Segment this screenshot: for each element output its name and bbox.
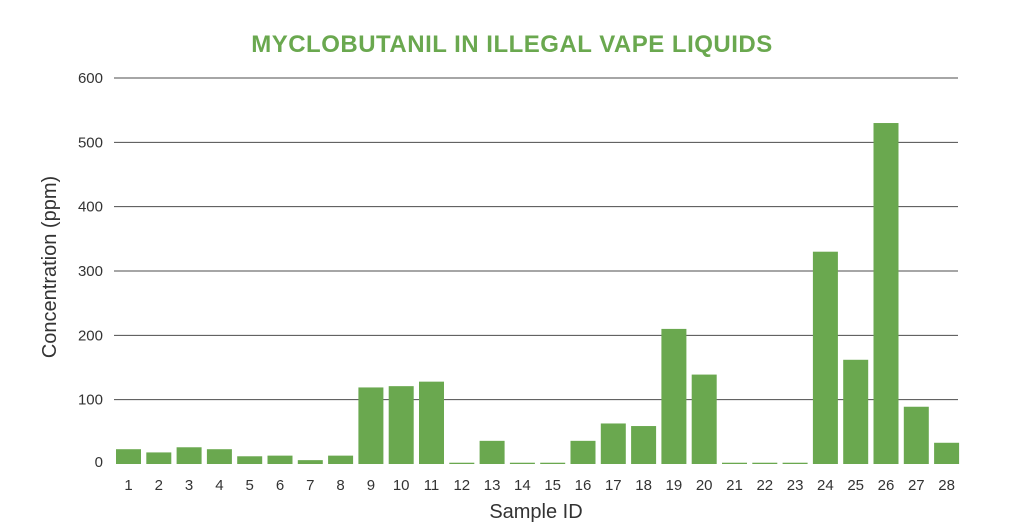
x-axis-label: Sample ID xyxy=(489,501,582,523)
bar-sample-12 xyxy=(449,462,475,464)
gridlines xyxy=(114,77,958,401)
x-tick-label: 15 xyxy=(544,477,561,494)
bar-sample-15 xyxy=(540,462,566,464)
x-tick-label: 2 xyxy=(155,477,163,494)
y-tick-label: 600 xyxy=(78,70,103,87)
bar-sample-16 xyxy=(570,440,596,464)
y-tick-label: 400 xyxy=(78,199,103,216)
bar-sample-18 xyxy=(631,426,657,464)
chart-title: MYCLOBUTANIL IN ILLEGAL VAPE LIQUIDS xyxy=(251,31,773,58)
x-tick-label: 12 xyxy=(453,477,470,494)
x-tick-label: 14 xyxy=(514,477,531,494)
x-tick-label: 11 xyxy=(424,477,440,494)
x-tick-label: 21 xyxy=(726,477,743,494)
x-tick-label: 4 xyxy=(215,477,223,494)
x-tick-label: 23 xyxy=(787,477,804,494)
bar-sample-21 xyxy=(722,462,747,464)
bar-sample-14 xyxy=(509,462,535,464)
bar-sample-26 xyxy=(873,123,899,465)
x-tick-label: 17 xyxy=(605,477,622,494)
bar-sample-3 xyxy=(176,447,202,464)
bar-sample-20 xyxy=(691,374,717,464)
bar-sample-24 xyxy=(812,251,838,464)
bar-sample-7 xyxy=(297,460,323,464)
x-tick-label: 24 xyxy=(817,477,834,494)
bar-sample-10 xyxy=(388,386,414,464)
bar-sample-17 xyxy=(600,423,626,464)
x-tick-label: 25 xyxy=(847,477,864,494)
y-tick-label: 100 xyxy=(78,392,103,409)
y-tick-label: 300 xyxy=(78,263,103,280)
x-tick-label: 20 xyxy=(696,477,713,494)
x-tick-label: 1 xyxy=(124,477,132,494)
bar-sample-19 xyxy=(661,328,687,464)
bar-sample-22 xyxy=(752,462,778,464)
bar-sample-11 xyxy=(419,381,444,464)
bar-sample-28 xyxy=(934,442,960,464)
x-tick-label: 18 xyxy=(635,477,652,494)
x-tick-labels: 1 2 3 4 5 6 7 8 9 10 11 12 13 14 15 16 17 18 19 20 21 22 23 24 2… xyxy=(124,477,955,494)
bars xyxy=(116,123,960,465)
x-tick-label: 26 xyxy=(878,477,895,494)
x-tick-label: 22 xyxy=(756,477,773,494)
bar-sample-5 xyxy=(237,456,263,464)
y-tick-label: 0 xyxy=(95,454,103,471)
x-tick-label: 9 xyxy=(367,477,375,494)
y-tick-label: 500 xyxy=(78,134,103,151)
y-tick-labels: 0 100 200 300 400 500 600 xyxy=(78,70,103,471)
bar-sample-23 xyxy=(782,462,808,464)
x-tick-label: 13 xyxy=(484,477,501,494)
bar-sample-6 xyxy=(267,455,293,464)
x-tick-label: 16 xyxy=(575,477,592,494)
bar-sample-27 xyxy=(903,406,929,464)
x-tick-label: 7 xyxy=(306,477,314,494)
y-tick-label: 200 xyxy=(78,327,103,344)
x-tick-label: 10 xyxy=(393,477,410,494)
bar-sample-13 xyxy=(479,440,505,464)
y-axis-label: Concentration (ppm) xyxy=(39,176,61,358)
bar-sample-9 xyxy=(358,387,384,464)
bar-sample-25 xyxy=(843,359,869,464)
x-tick-label: 28 xyxy=(938,477,955,494)
bar-sample-8 xyxy=(328,455,354,464)
bar-sample-4 xyxy=(206,449,232,464)
bar-sample-1 xyxy=(116,449,141,464)
x-tick-label: 5 xyxy=(246,477,254,494)
x-tick-label: 8 xyxy=(336,477,344,494)
x-tick-label: 3 xyxy=(185,477,193,494)
bar-sample-2 xyxy=(146,452,172,464)
x-tick-label: 19 xyxy=(666,477,683,494)
x-tick-label: 6 xyxy=(276,477,284,494)
x-tick-label: 27 xyxy=(908,477,925,494)
